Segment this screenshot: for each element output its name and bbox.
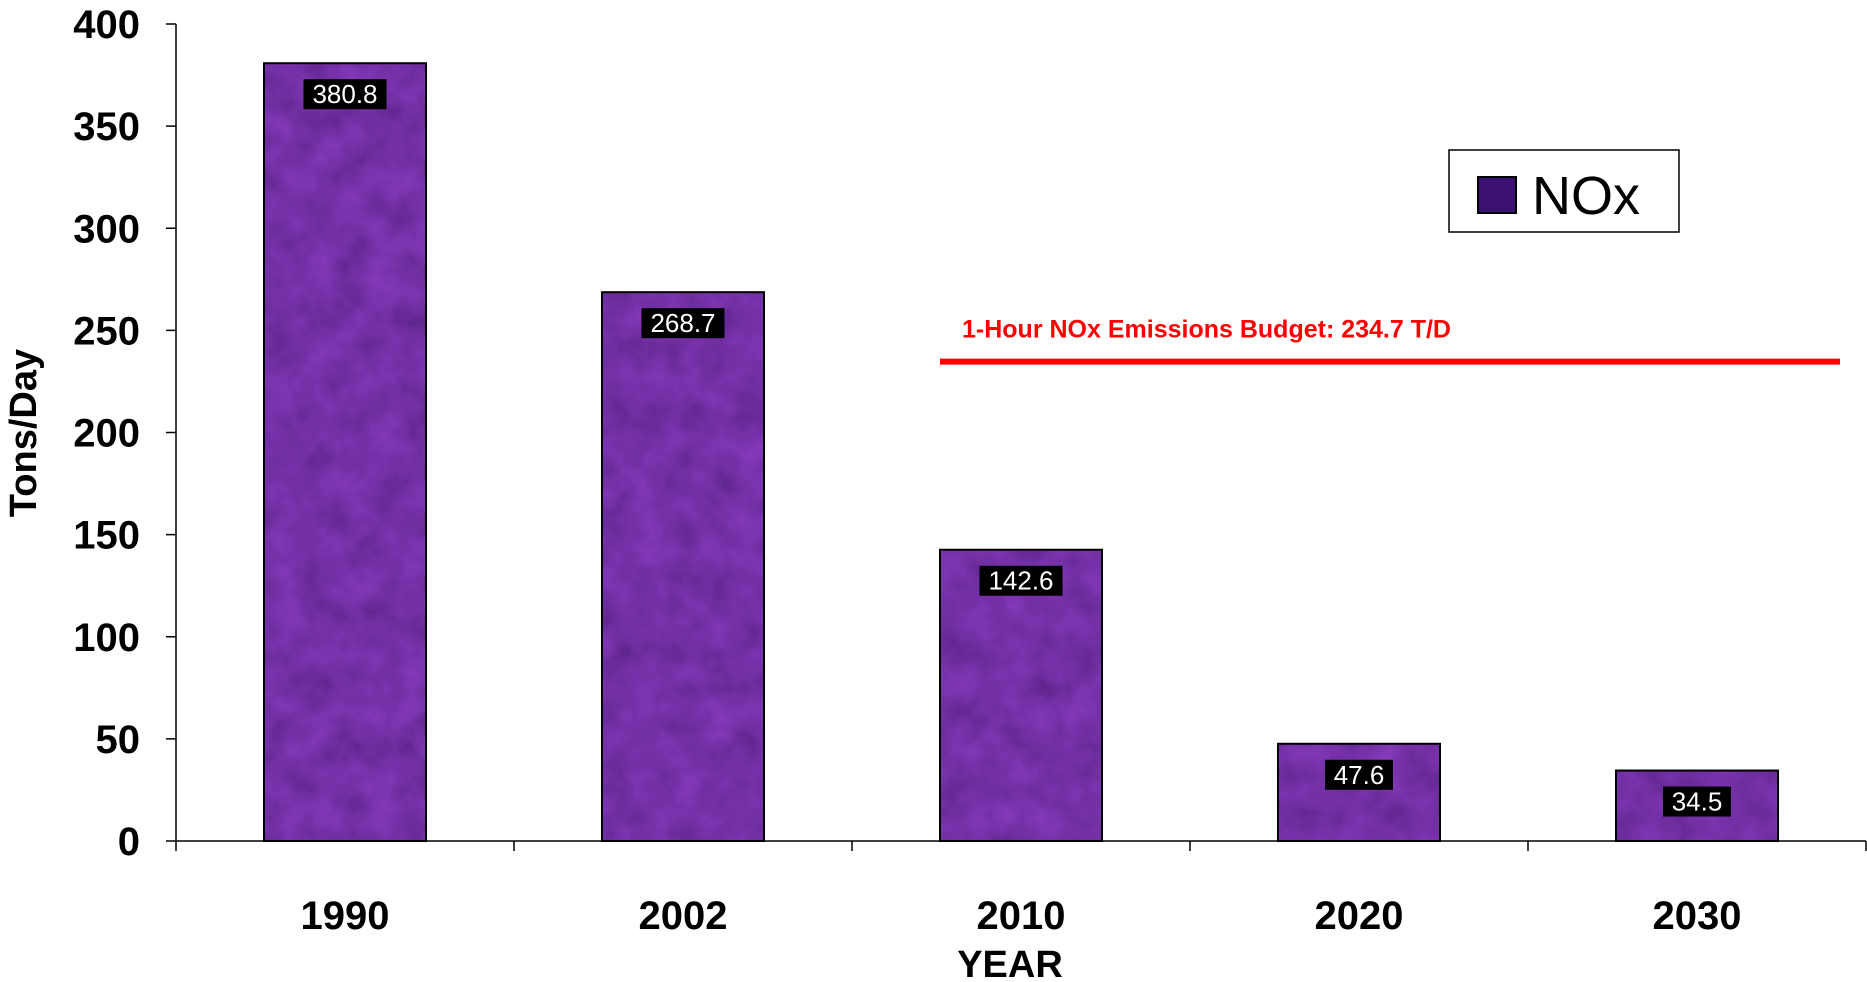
data-label-bg — [1325, 759, 1393, 790]
x-tick-label: 2002 — [639, 894, 728, 938]
y-tick-label: 350 — [73, 105, 140, 149]
budget-line-label: 1-Hour NOx Emissions Budget: 234.7 T/D — [962, 316, 1451, 344]
y-axis-title: Tons/Day — [3, 349, 45, 517]
x-axis: 1990 2002 2010 2020 2030 — [175, 840, 1867, 938]
data-label-bg — [641, 308, 725, 339]
bar-series-nox — [263, 62, 1779, 842]
y-tick-label: 150 — [73, 514, 140, 558]
bar-texture — [1278, 743, 1440, 841]
bar-outline — [601, 291, 765, 842]
data-labels: 380.8 268.7 142.6 47.6 34.5 — [303, 79, 1731, 817]
bar-texture — [602, 292, 764, 841]
data-label-bg — [979, 565, 1063, 596]
x-tick-label: 2010 — [977, 894, 1066, 938]
data-label-2030: 34.5 — [1672, 787, 1723, 817]
legend-swatch-nox — [1477, 176, 1517, 214]
bar-outline — [939, 548, 1103, 842]
x-axis-title: YEAR — [957, 944, 1063, 982]
legend-label-nox: NOx — [1532, 166, 1640, 226]
bar-outline — [1615, 769, 1779, 842]
x-tick-label: 1990 — [301, 894, 390, 938]
data-label-bg — [303, 79, 387, 110]
y-tick-label: 400 — [73, 3, 140, 47]
bar-outline — [1277, 742, 1441, 842]
legend: NOx — [1448, 149, 1680, 233]
y-tick-label: 200 — [73, 412, 140, 456]
y-axis: 0 50 100 150 200 250 300 350 400 — [73, 3, 177, 864]
data-label-2020: 47.6 — [1334, 760, 1385, 790]
x-tick-label: 2030 — [1653, 894, 1742, 938]
bar-texture — [940, 549, 1102, 841]
data-label-2010: 142.6 — [988, 566, 1053, 596]
x-tick-label: 2020 — [1315, 894, 1404, 938]
data-label-bg — [1663, 786, 1731, 817]
data-label-2002: 268.7 — [650, 308, 715, 338]
data-label-1990: 380.8 — [312, 79, 377, 109]
y-tick-label: 0 — [118, 820, 140, 864]
y-tick-label: 250 — [73, 309, 140, 353]
y-tick-label: 100 — [73, 616, 140, 660]
bar-outline — [263, 62, 427, 842]
reference-line: 1-Hour NOx Emissions Budget: 234.7 T/D — [940, 316, 1840, 365]
bar-texture — [264, 63, 426, 841]
y-tick-label: 300 — [73, 207, 140, 251]
y-tick-label: 50 — [96, 718, 141, 762]
